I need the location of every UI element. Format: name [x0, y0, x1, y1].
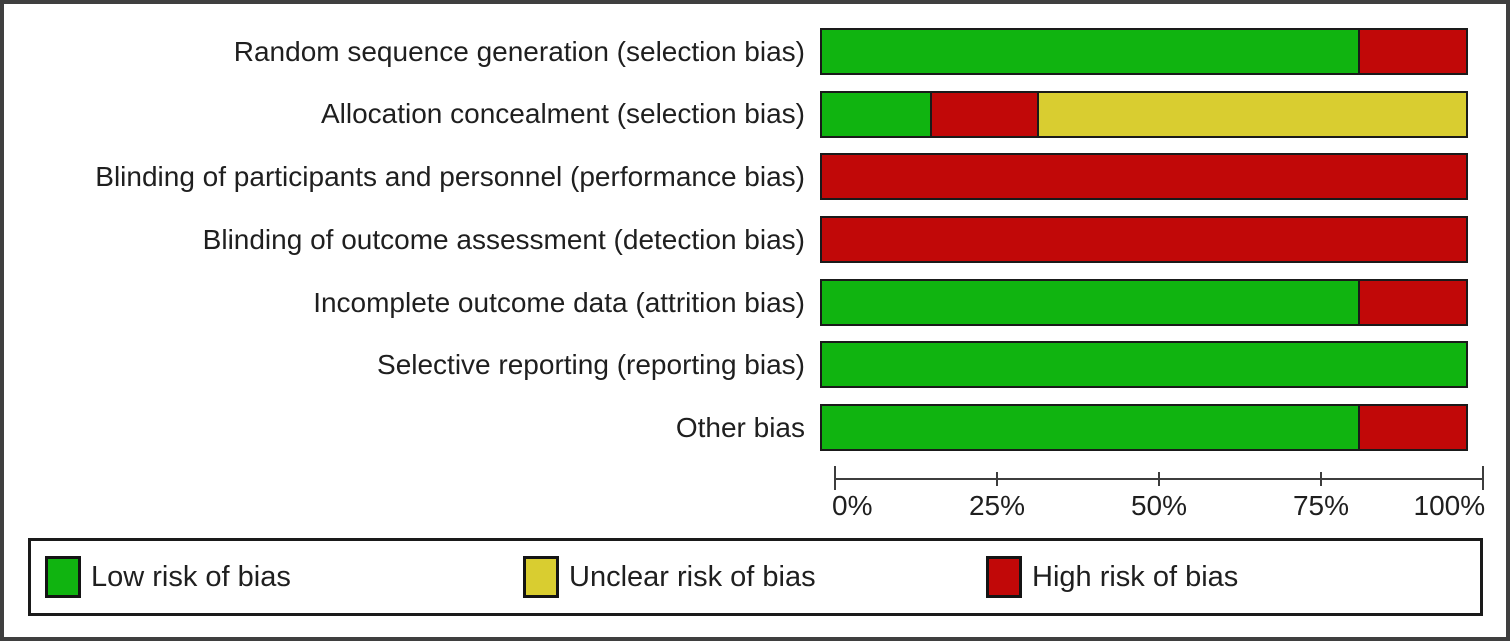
bar-segment-low — [822, 280, 1359, 324]
legend: Low risk of bias Unclear risk of bias Hi… — [28, 538, 1483, 616]
axis-tick — [1158, 472, 1160, 486]
axis-tick — [834, 466, 836, 490]
high-risk-color-swatch — [986, 556, 1022, 598]
bar-segment-high — [822, 218, 1466, 262]
stacked-bar — [820, 28, 1468, 75]
stacked-bar — [820, 278, 1468, 326]
unclear-risk-color-swatch — [523, 556, 559, 598]
stacked-bar — [820, 90, 1468, 138]
chart-row: Other bias — [4, 404, 1483, 452]
axis-tick-label: 25% — [968, 490, 1026, 521]
bar-segment-low — [822, 92, 930, 136]
legend-item-low-label: Low risk of bias — [91, 560, 291, 593]
stacked-bar — [820, 216, 1468, 264]
bar-rows: Random sequence generation (selection bi… — [4, 28, 1483, 452]
legend-item-low: Low risk of bias — [45, 556, 291, 598]
stacked-bar — [820, 404, 1468, 452]
stacked-bar — [820, 341, 1468, 389]
bar-segment-unclear — [1037, 92, 1466, 136]
axis-tick-label: 50% — [1130, 490, 1188, 521]
x-axis: 0% 25% 50% 75% 100% — [832, 464, 1486, 526]
axis-tick-label: 100% — [1413, 490, 1486, 521]
axis-tick-label: 0% — [832, 490, 873, 521]
bar-segment-high — [1358, 406, 1466, 450]
category-label: Allocation concealment (selection bias) — [320, 98, 805, 130]
category-label: Other bias — [675, 411, 805, 443]
axis-tick — [996, 472, 998, 486]
legend-item-unclear: Unclear risk of bias — [523, 556, 816, 598]
legend-item-high: High risk of bias — [986, 556, 1238, 598]
low-risk-color-swatch — [45, 556, 81, 598]
chart-row: Blinding of outcome assessment (detectio… — [4, 216, 1483, 264]
stacked-bar — [820, 153, 1468, 201]
bar-segment-low — [822, 343, 1466, 387]
axis-tick — [1482, 466, 1484, 490]
chart-row: Allocation concealment (selection bias) — [4, 90, 1483, 138]
axis-tick — [1320, 472, 1322, 486]
axis-tick-label: 75% — [1292, 490, 1350, 521]
category-label: Blinding of participants and personnel (… — [95, 161, 805, 193]
category-label: Random sequence generation (selection bi… — [233, 35, 805, 67]
legend-item-unclear-label: Unclear risk of bias — [569, 560, 816, 593]
bar-segment-low — [822, 30, 1359, 73]
category-label: Blinding of outcome assessment (detectio… — [202, 223, 805, 255]
bar-segment-high — [1358, 280, 1466, 324]
legend-item-high-label: High risk of bias — [1032, 560, 1239, 593]
chart-row: Incomplete outcome data (attrition bias) — [4, 278, 1483, 326]
category-label: Selective reporting (reporting bias) — [377, 349, 805, 381]
chart-row: Selective reporting (reporting bias) — [4, 341, 1483, 389]
bar-segment-high — [822, 155, 1466, 199]
chart-row: Random sequence generation (selection bi… — [4, 28, 1483, 75]
bar-segment-low — [822, 406, 1359, 450]
bar-segment-high — [929, 92, 1038, 136]
category-label: Incomplete outcome data (attrition bias) — [313, 286, 805, 318]
chart-row: Blinding of participants and personnel (… — [4, 153, 1483, 201]
bar-segment-high — [1358, 30, 1466, 73]
